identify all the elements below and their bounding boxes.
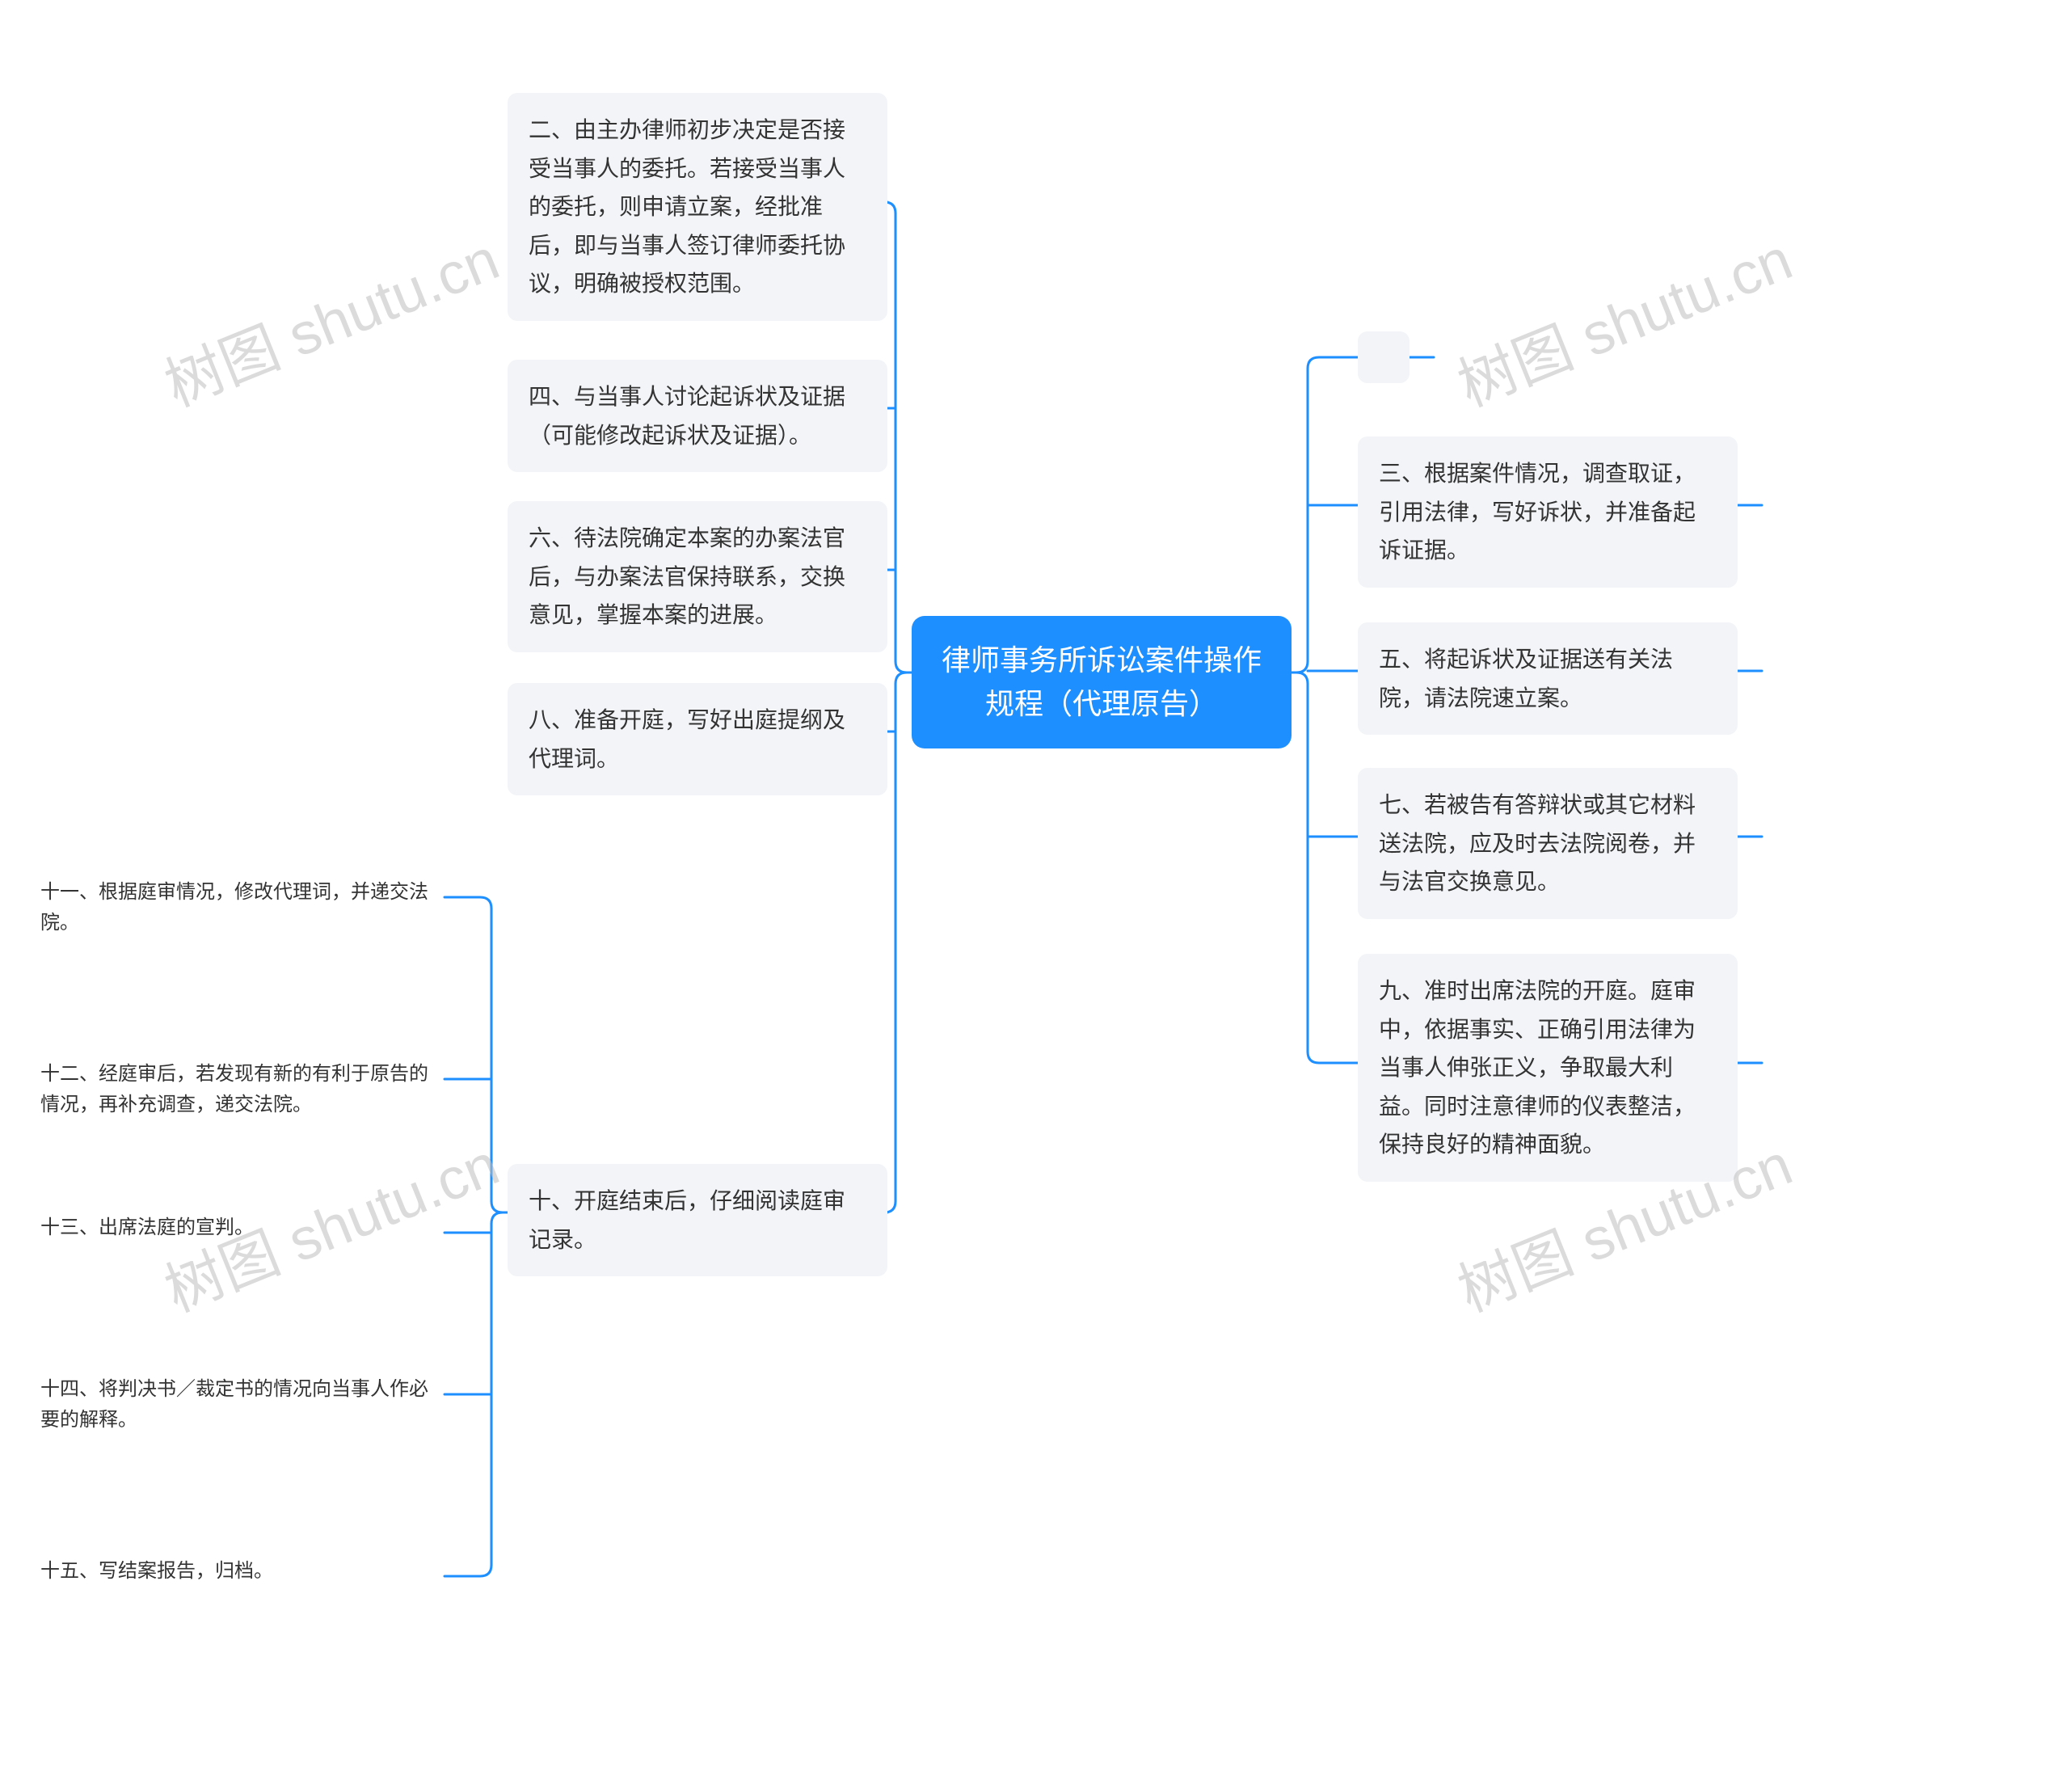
right-node-3[interactable]: 三、根据案件情况，调查取证，引用法律，写好诉状，并准备起诉证据。	[1358, 436, 1738, 588]
leaf-14[interactable]: 十四、将判决书／裁定书的情况向当事人作必要的解释。	[40, 1374, 445, 1436]
leaf-15-text: 十五、写结案报告，归档。	[40, 1560, 273, 1582]
right-node-9-text: 九、准时出席法院的开庭。庭审中，依据事实、正确引用法律为当事人伸张正义，争取最大…	[1379, 978, 1696, 1157]
right-node-5-text: 五、将起诉状及证据送有关法院，请法院速立案。	[1379, 647, 1673, 710]
watermark: 树图 shutu.cn	[150, 212, 509, 423]
left-node-2-text: 二、由主办律师初步决定是否接受当事人的委托。若接受当事人的委托，则申请立案，经批…	[529, 117, 845, 296]
center-node[interactable]: 律师事务所诉讼案件操作 规程（代理原告）	[912, 616, 1292, 748]
left-node-8[interactable]: 八、准备开庭，写好出庭提纲及代理词。	[508, 683, 887, 795]
left-node-10-text: 十、开庭结束后，仔细阅读庭审记录。	[529, 1188, 845, 1252]
leaf-13[interactable]: 十三、出席法庭的宣判。	[40, 1212, 445, 1243]
leaf-12-text: 十二、经庭审后，若发现有新的有利于原告的情况，再补充调查，递交法院。	[40, 1063, 428, 1115]
leaf-15[interactable]: 十五、写结案报告，归档。	[40, 1556, 445, 1587]
leaf-12[interactable]: 十二、经庭审后，若发现有新的有利于原告的情况，再补充调查，递交法院。	[40, 1059, 445, 1121]
left-node-8-text: 八、准备开庭，写好出庭提纲及代理词。	[529, 707, 845, 771]
right-node-3-text: 三、根据案件情况，调查取证，引用法律，写好诉状，并准备起诉证据。	[1379, 461, 1696, 563]
left-node-4[interactable]: 四、与当事人讨论起诉状及证据（可能修改起诉状及证据）。	[508, 360, 887, 472]
leaf-11[interactable]: 十一、根据庭审情况，修改代理词，并递交法院。	[40, 877, 445, 939]
right-node-7-text: 七、若被告有答辩状或其它材料送法院，应及时去法院阅卷，并与法官交换意见。	[1379, 792, 1696, 894]
left-node-6-text: 六、待法院确定本案的办案法官后，与办案法官保持联系，交换意见，掌握本案的进展。	[529, 525, 845, 627]
left-node-10[interactable]: 十、开庭结束后，仔细阅读庭审记录。	[508, 1164, 887, 1276]
left-node-6[interactable]: 六、待法院确定本案的办案法官后，与办案法官保持联系，交换意见，掌握本案的进展。	[508, 501, 887, 652]
right-node-7[interactable]: 七、若被告有答辩状或其它材料送法院，应及时去法院阅卷，并与法官交换意见。	[1358, 768, 1738, 919]
leaf-11-text: 十一、根据庭审情况，修改代理词，并递交法院。	[40, 881, 428, 934]
left-node-2[interactable]: 二、由主办律师初步决定是否接受当事人的委托。若接受当事人的委托，则申请立案，经批…	[508, 93, 887, 321]
left-node-4-text: 四、与当事人讨论起诉状及证据（可能修改起诉状及证据）。	[529, 384, 845, 448]
right-node-5[interactable]: 五、将起诉状及证据送有关法院，请法院速立案。	[1358, 622, 1738, 735]
center-line2: 规程（代理原告）	[985, 687, 1218, 720]
leaf-14-text: 十四、将判决书／裁定书的情况向当事人作必要的解释。	[40, 1378, 428, 1431]
right-node-9[interactable]: 九、准时出席法院的开庭。庭审中，依据事实、正确引用法律为当事人伸张正义，争取最大…	[1358, 954, 1738, 1182]
watermark: 树图 shutu.cn	[1443, 212, 1802, 423]
right-node-1[interactable]	[1358, 331, 1410, 383]
leaf-13-text: 十三、出席法庭的宣判。	[40, 1216, 254, 1238]
center-line1: 律师事务所诉讼案件操作	[942, 643, 1262, 677]
